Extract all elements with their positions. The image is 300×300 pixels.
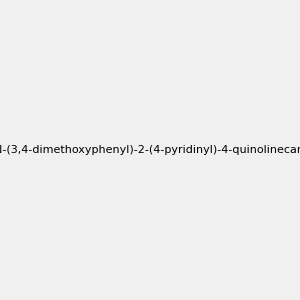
- Text: 6-bromo-N-(3,4-dimethoxyphenyl)-2-(4-pyridinyl)-4-quinolinecarboxamide: 6-bromo-N-(3,4-dimethoxyphenyl)-2-(4-pyr…: [0, 145, 300, 155]
